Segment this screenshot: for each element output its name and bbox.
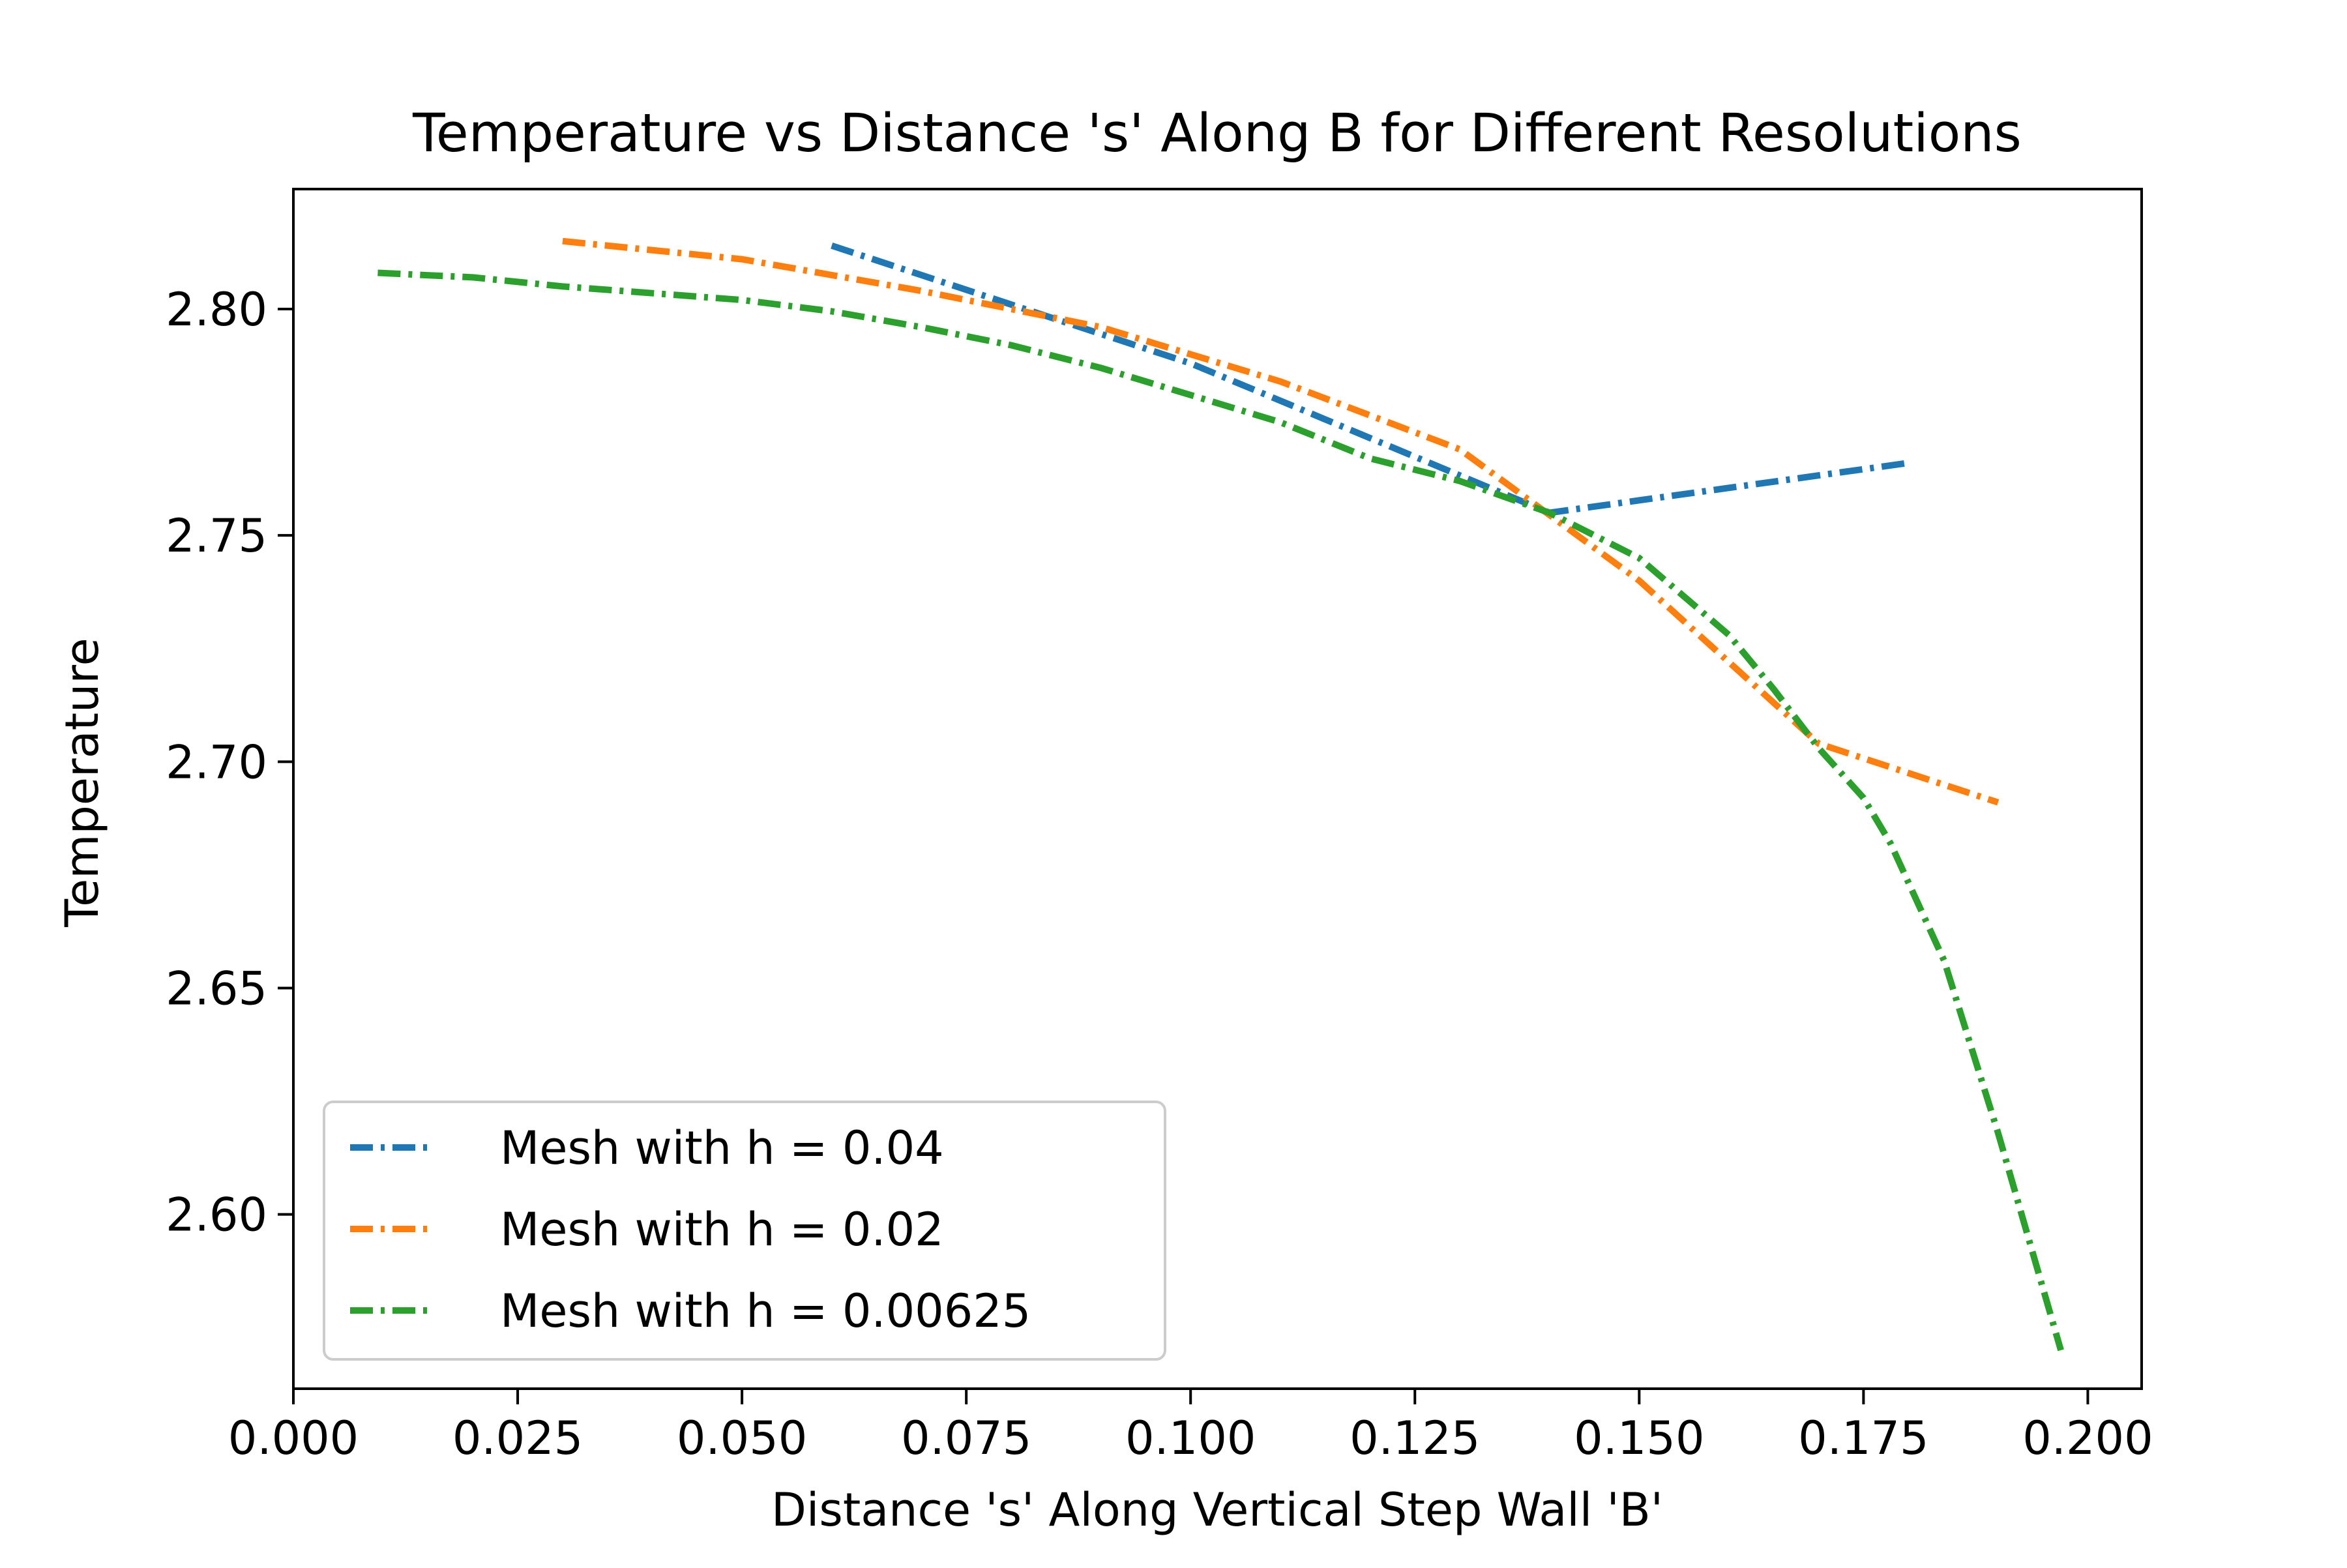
x-tick-label: 0.150 bbox=[1574, 1412, 1704, 1465]
x-tick-label: 0.125 bbox=[1350, 1412, 1480, 1465]
y-tick-label: 2.80 bbox=[166, 283, 267, 336]
legend: Mesh with h = 0.04 Mesh with h = 0.02 Mesh… bbox=[323, 1101, 1166, 1361]
y-tick-label: 2.60 bbox=[166, 1189, 267, 1242]
series-line-2 bbox=[562, 237, 2000, 806]
x-tick-label: 0.050 bbox=[677, 1412, 807, 1465]
legend-label-2: Mesh with h = 0.02 bbox=[500, 1203, 944, 1256]
x-axis-label: Distance 's' Along Vertical Step Wall 'B… bbox=[771, 1483, 1663, 1537]
legend-label-3: Mesh with h = 0.00625 bbox=[500, 1284, 1031, 1338]
y-tick-label: 2.65 bbox=[166, 962, 267, 1016]
y-tick-label: 2.75 bbox=[166, 509, 267, 563]
chart-title: Temperature vs Distance 's' Along B for … bbox=[412, 103, 2022, 164]
x-tick-label: 0.175 bbox=[1798, 1412, 1928, 1465]
axes: 0.000 0.025 0.050 0.075 0.100 0.125 0.150 0.175… bbox=[166, 188, 2153, 1465]
y-tick-label: 2.70 bbox=[166, 735, 267, 789]
legend-label-1: Mesh with h = 0.04 bbox=[500, 1121, 944, 1175]
x-tick-label: 0.200 bbox=[2022, 1412, 2153, 1465]
y-axis-label: Temperature bbox=[55, 638, 109, 927]
series-line-1 bbox=[831, 243, 1909, 516]
x-tick-label: 0.025 bbox=[452, 1412, 583, 1465]
x-tick-label: 0.075 bbox=[901, 1412, 1031, 1465]
plot-area bbox=[377, 237, 2064, 1352]
x-tick-label: 0.000 bbox=[228, 1412, 359, 1465]
x-tick-label: 0.100 bbox=[1125, 1412, 1256, 1465]
axes-frame bbox=[292, 188, 2143, 1390]
legend-box bbox=[323, 1101, 1166, 1361]
